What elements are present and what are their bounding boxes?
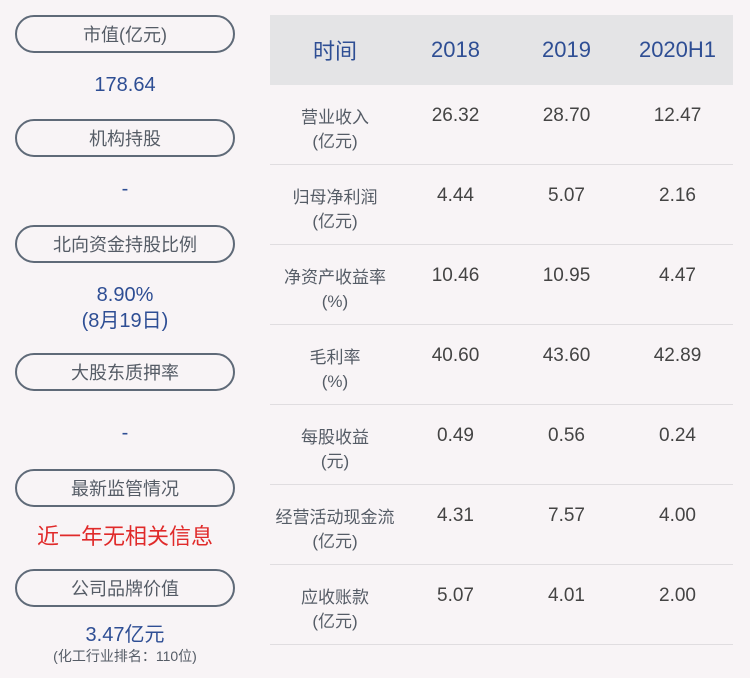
row-label: 净资产收益率 (%) [284, 268, 386, 311]
row-label: 应收账款 (亿元) [301, 588, 369, 631]
table-row: 净资产收益率 (%) 10.46 10.95 4.47 [270, 245, 733, 325]
cell: 7.57 [548, 505, 585, 526]
cell: 5.07 [548, 185, 585, 206]
header-time: 时间 [312, 39, 357, 64]
cell: 10.46 [431, 265, 480, 286]
cell: 4.31 [437, 505, 474, 526]
pledge-ratio-value: - [121, 422, 129, 444]
cell: 0.49 [437, 425, 474, 446]
table-row: 营业收入 (亿元) 26.32 28.70 12.47 [270, 85, 733, 165]
row-label: 毛利率 (%) [309, 348, 361, 391]
brand-value: 3.47亿元 [85, 624, 165, 646]
regulatory-status-label: 最新监管情况 [15, 469, 235, 507]
cell: 10.95 [542, 265, 591, 286]
cell: 2.16 [659, 185, 696, 206]
cell: 28.70 [542, 105, 591, 126]
market-cap-value: 178.64 [94, 74, 156, 96]
row-label: 经营活动现金流 (亿元) [275, 508, 395, 551]
cell: 0.56 [548, 425, 585, 446]
stock-summary-panel: 市值(亿元) 178.64 机构持股 - 北向资金持股比例 8.90% (8月1… [15, 15, 235, 665]
pledge-ratio-label: 大股东质押率 [15, 353, 235, 391]
row-label: 每股收益 (元) [301, 428, 369, 471]
cell: 4.44 [437, 185, 474, 206]
institutional-holding-label: 机构持股 [15, 119, 235, 157]
table-row: 应收账款 (亿元) 5.07 4.01 2.00 [270, 565, 733, 645]
table-row: 经营活动现金流 (亿元) 4.31 7.57 4.00 [270, 485, 733, 565]
market-cap-label: 市值(亿元) [15, 15, 235, 53]
brand-value-label: 公司品牌价值 [15, 569, 235, 607]
cell: 12.47 [653, 105, 702, 126]
cell: 26.32 [431, 105, 480, 126]
cell: 42.89 [653, 345, 702, 366]
header-2019: 2019 [542, 37, 591, 62]
cell: 43.60 [542, 345, 591, 366]
cell: 4.47 [659, 265, 696, 286]
regulatory-status-value: 近一年无相关信息 [36, 524, 213, 549]
table-row: 毛利率 (%) 40.60 43.60 42.89 [270, 325, 733, 405]
northbound-holding-date: (8月19日) [81, 310, 169, 332]
header-2020h1: 2020H1 [638, 37, 717, 62]
brand-rank-note: (化工行业排名：110位) [53, 648, 197, 664]
northbound-holding-value: 8.90% [96, 284, 154, 306]
northbound-holding-label: 北向资金持股比例 [15, 225, 235, 263]
cell: 4.01 [548, 585, 585, 606]
header-2018: 2018 [431, 37, 480, 62]
row-label: 归母净利润 (亿元) [292, 188, 378, 231]
financial-table: 时间 2018 2019 2020H1 营业收入 (亿元) 26.32 28.70… [270, 15, 733, 645]
table-row: 每股收益 (元) 0.49 0.56 0.24 [270, 405, 733, 485]
table-header: 时间 2018 2019 2020H1 [270, 15, 733, 85]
cell: 40.60 [431, 345, 480, 366]
cell: 0.24 [659, 425, 696, 446]
institutional-holding-value: - [121, 178, 129, 200]
cell: 2.00 [659, 585, 696, 606]
row-label: 营业收入 (亿元) [301, 108, 369, 151]
cell: 5.07 [437, 585, 474, 606]
cell: 4.00 [659, 505, 696, 526]
table-row: 归母净利润 (亿元) 4.44 5.07 2.16 [270, 165, 733, 245]
